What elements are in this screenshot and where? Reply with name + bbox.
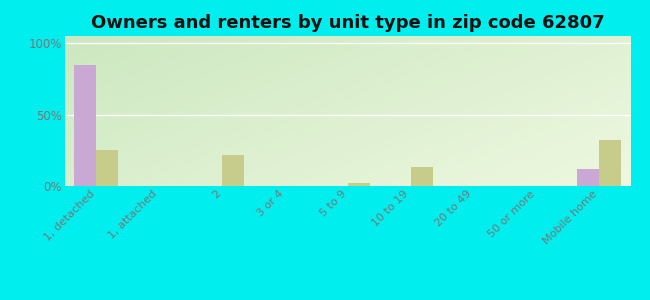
Bar bbox=[577, 169, 599, 186]
Bar bbox=[348, 183, 370, 186]
Bar bbox=[222, 154, 244, 186]
Bar bbox=[96, 150, 118, 186]
Bar bbox=[411, 167, 432, 186]
Title: Owners and renters by unit type in zip code 62807: Owners and renters by unit type in zip c… bbox=[91, 14, 604, 32]
Bar bbox=[74, 64, 96, 186]
Legend: Owner occupied units, Renter occupied units: Owner occupied units, Renter occupied un… bbox=[166, 299, 530, 300]
Bar bbox=[599, 140, 621, 186]
